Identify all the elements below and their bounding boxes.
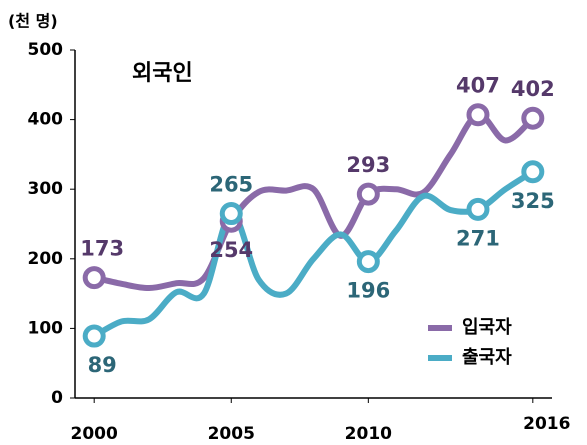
marker [356, 250, 380, 274]
x-tick-label: 2010 [345, 424, 392, 444]
y-tick-label: 500 [28, 40, 64, 60]
series-line [91, 168, 536, 340]
unit-label: (천 명) [8, 12, 58, 31]
value-label: 271 [456, 226, 500, 250]
marker [82, 324, 106, 348]
legend-label: 출국자 [462, 347, 512, 368]
y-tick-label: 200 [28, 249, 64, 269]
value-label: 402 [511, 77, 555, 101]
y-tick-label: 0 [51, 388, 63, 408]
value-label: 254 [209, 238, 253, 262]
marker [466, 197, 490, 221]
x-tick-label: 2016 [523, 414, 570, 434]
value-label: 196 [346, 279, 390, 303]
x-tick-label: 2000 [71, 424, 118, 444]
value-label: 89 [88, 353, 117, 377]
y-tick-label: 300 [28, 179, 64, 199]
series-line [91, 111, 536, 292]
value-label: 325 [511, 189, 555, 213]
y-tick-label: 100 [28, 318, 64, 338]
value-label: 407 [456, 74, 500, 98]
marker [82, 266, 106, 290]
x-tick-label: 2005 [208, 424, 255, 444]
marker [521, 160, 545, 184]
value-label: 173 [80, 237, 124, 261]
marker [521, 106, 545, 130]
marker [466, 103, 490, 127]
annotation: 외국인 [132, 61, 193, 86]
marker [219, 202, 243, 226]
legend-label: 입국자 [462, 316, 512, 338]
marker [356, 182, 380, 206]
value-label: 293 [346, 153, 390, 177]
y-tick-label: 400 [28, 110, 64, 130]
value-label: 265 [209, 173, 253, 197]
